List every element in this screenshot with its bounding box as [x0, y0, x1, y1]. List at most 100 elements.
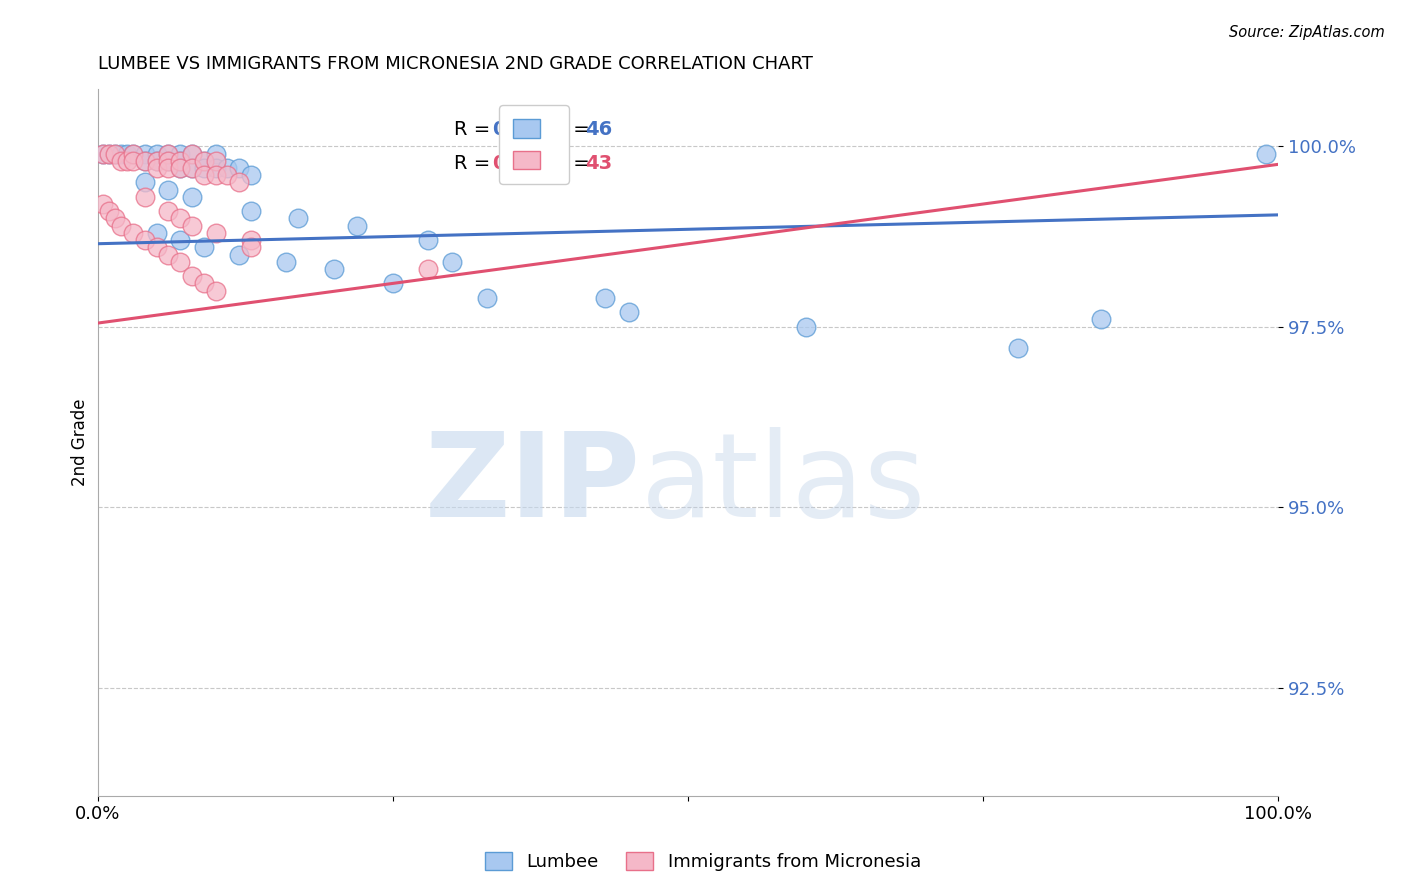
Text: N =: N = [540, 120, 596, 138]
Point [157, 161, 180, 175]
Point [240, 204, 263, 219]
Point [145, 226, 167, 240]
Point [169, 254, 191, 268]
Point [145, 153, 167, 168]
Point [381, 277, 404, 291]
Point [204, 168, 226, 182]
Point [157, 153, 180, 168]
Point [193, 240, 215, 254]
Point [193, 168, 215, 182]
Text: R =: R = [454, 154, 503, 173]
Point [346, 219, 368, 233]
Point [276, 254, 298, 268]
Point [228, 161, 250, 175]
Point [240, 240, 263, 254]
Point [181, 146, 204, 161]
Point [418, 233, 440, 247]
Point [617, 305, 640, 319]
Point [475, 291, 498, 305]
Point [145, 240, 167, 254]
Point [181, 146, 204, 161]
Text: Source: ZipAtlas.com: Source: ZipAtlas.com [1229, 25, 1385, 40]
Point [181, 161, 204, 175]
Point [204, 284, 226, 298]
Point [193, 161, 215, 175]
Point [122, 153, 145, 168]
Point [169, 153, 191, 168]
Text: ZIP: ZIP [425, 427, 641, 542]
Text: 43: 43 [585, 154, 612, 173]
Point [181, 190, 204, 204]
Point [157, 146, 180, 161]
Text: atlas: atlas [641, 427, 927, 542]
Point [204, 226, 226, 240]
Point [1256, 146, 1278, 161]
Point [593, 291, 616, 305]
Point [134, 190, 156, 204]
Point [169, 233, 191, 247]
Point [157, 204, 180, 219]
Text: N =: N = [540, 154, 596, 173]
Point [98, 146, 121, 161]
Point [104, 146, 127, 161]
Point [110, 146, 132, 161]
Point [204, 146, 226, 161]
Point [181, 219, 204, 233]
Point [794, 319, 817, 334]
Text: R =: R = [454, 120, 496, 138]
Point [157, 146, 180, 161]
Point [134, 153, 156, 168]
Point [157, 153, 180, 168]
Point [157, 183, 180, 197]
Point [122, 146, 145, 161]
Point [240, 168, 263, 182]
Point [115, 153, 138, 168]
Point [134, 233, 156, 247]
Point [217, 168, 239, 182]
Point [418, 262, 440, 277]
Text: 0.124: 0.124 [492, 154, 554, 173]
Text: 46: 46 [585, 120, 613, 138]
Point [134, 146, 156, 161]
Legend: Lumbee, Immigrants from Micronesia: Lumbee, Immigrants from Micronesia [478, 846, 928, 879]
Point [228, 247, 250, 261]
Point [98, 146, 121, 161]
Text: LUMBEE VS IMMIGRANTS FROM MICRONESIA 2ND GRADE CORRELATION CHART: LUMBEE VS IMMIGRANTS FROM MICRONESIA 2ND… [97, 55, 813, 73]
Point [193, 153, 215, 168]
Point [157, 247, 180, 261]
Y-axis label: 2nd Grade: 2nd Grade [72, 399, 89, 486]
Point [1007, 342, 1029, 356]
Point [134, 175, 156, 189]
Point [122, 226, 145, 240]
Point [169, 161, 191, 175]
Point [93, 146, 115, 161]
Legend: , : , [499, 105, 569, 184]
Point [110, 153, 132, 168]
Point [287, 211, 309, 226]
Point [240, 233, 263, 247]
Point [193, 277, 215, 291]
Point [134, 153, 156, 168]
Point [228, 175, 250, 189]
Point [181, 269, 204, 284]
Point [169, 211, 191, 226]
Point [110, 219, 132, 233]
Point [145, 146, 167, 161]
Point [193, 153, 215, 168]
Text: 0.077: 0.077 [492, 120, 553, 138]
Point [145, 153, 167, 168]
Point [122, 146, 145, 161]
Point [169, 146, 191, 161]
Point [98, 204, 121, 219]
Point [204, 153, 226, 168]
Point [322, 262, 344, 277]
Point [440, 254, 463, 268]
Point [204, 161, 226, 175]
Point [169, 153, 191, 168]
Point [217, 161, 239, 175]
Point [93, 146, 115, 161]
Point [104, 146, 127, 161]
Point [104, 211, 127, 226]
Point [145, 161, 167, 175]
Point [93, 197, 115, 211]
